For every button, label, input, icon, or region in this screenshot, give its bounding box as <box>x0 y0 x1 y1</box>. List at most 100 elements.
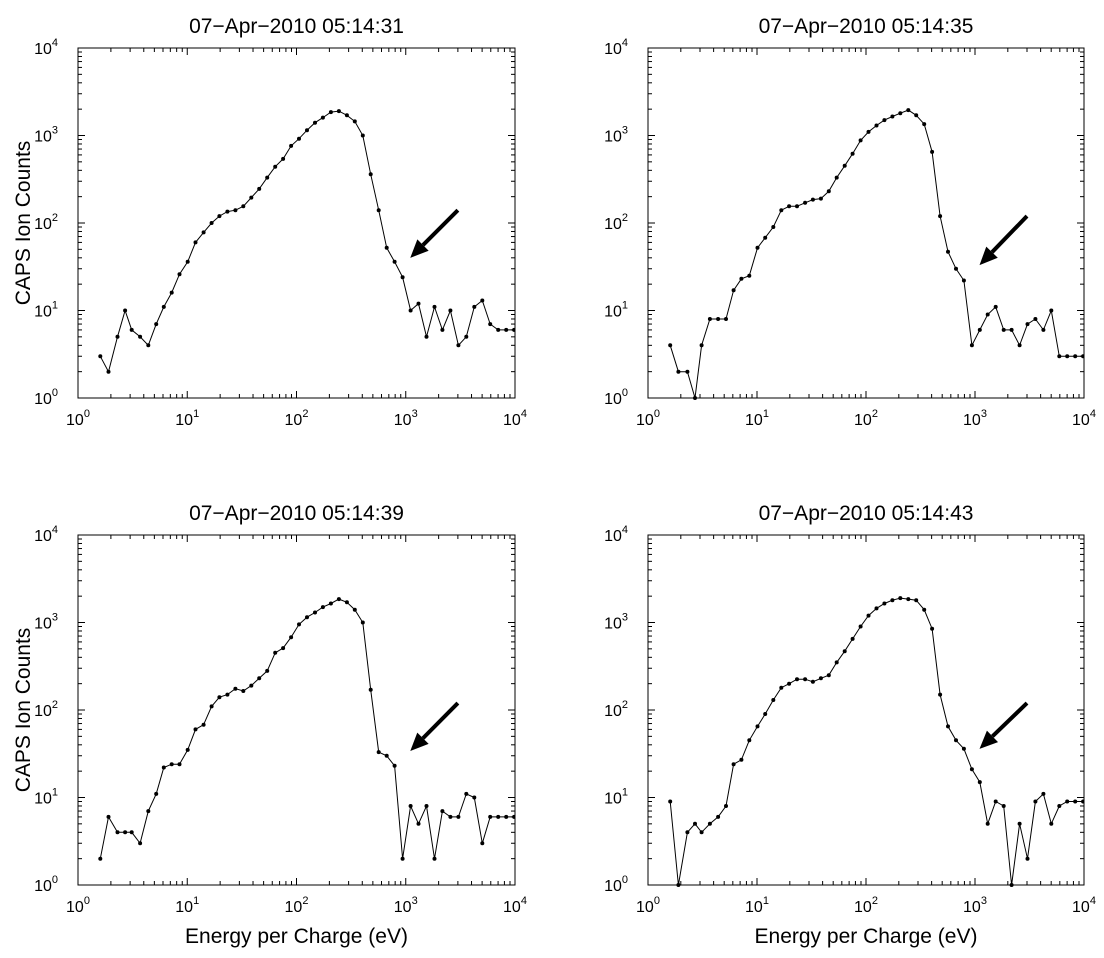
chart-title: 07−Apr−2010 05:14:43 <box>759 502 974 525</box>
y-tick-label: 101 <box>604 787 628 808</box>
x-tick-label: 101 <box>745 895 769 916</box>
arrow-shaft <box>421 701 460 740</box>
data-point <box>456 343 461 348</box>
arrow-head <box>410 732 429 751</box>
x-tick-label: 103 <box>394 408 418 429</box>
data-point <box>676 883 681 887</box>
data-point <box>866 613 871 618</box>
data-point <box>106 369 111 374</box>
data-point <box>193 240 198 245</box>
data-point <box>472 795 477 800</box>
x-tick-label: 102 <box>285 895 309 916</box>
data-point <box>1065 799 1070 804</box>
data-point <box>938 692 943 697</box>
data-point <box>906 597 911 602</box>
data-point <box>193 727 198 732</box>
data-point <box>512 814 515 819</box>
data-point <box>882 601 887 606</box>
data-point <box>400 856 405 861</box>
axis-ticks <box>77 48 515 399</box>
data-point <box>504 814 509 819</box>
data-point <box>496 327 501 332</box>
data-point <box>281 646 286 651</box>
data-point <box>233 686 238 691</box>
chart-panel-2: 100 101 102 103 104 100 101 102 103 104 07−Apr−201… <box>604 15 1096 429</box>
data-point <box>1009 327 1014 332</box>
data-point <box>1065 354 1070 359</box>
y-tick-label: 104 <box>34 37 58 58</box>
x-tick-label: 102 <box>854 895 878 916</box>
data-point <box>1081 354 1084 359</box>
data-point <box>930 149 935 154</box>
y-tick-label: 104 <box>34 524 58 545</box>
arrow-shaft <box>421 208 460 247</box>
axis-ticks <box>647 48 1084 399</box>
data-point <box>818 676 823 681</box>
data-point <box>504 327 509 332</box>
annotation-arrow <box>979 701 1029 749</box>
chart-panel-1: 100 101 102 103 104 100 101 102 103 104 07−Apr−201… <box>12 15 527 429</box>
data-point <box>480 841 485 846</box>
data-point <box>676 369 681 374</box>
data-point <box>352 607 357 612</box>
arrow-shaft <box>991 701 1029 738</box>
data-point <box>693 396 697 400</box>
y-tick-label: 102 <box>34 212 58 233</box>
x-tick-label: 104 <box>503 408 527 429</box>
data-point <box>842 163 847 168</box>
data-point <box>724 804 728 808</box>
data-point <box>890 114 895 119</box>
data-point <box>225 209 230 214</box>
data-point <box>424 334 429 339</box>
data-point <box>795 677 799 682</box>
data-point <box>241 204 246 209</box>
data-point <box>985 821 990 826</box>
axis-ticks <box>77 535 515 886</box>
data-point <box>123 830 128 835</box>
data-point <box>448 308 453 313</box>
chart-panel-3: 100 101 102 103 104 100 101 102 103 104 07−Apr−201… <box>12 502 527 948</box>
data-point <box>432 304 437 309</box>
data-point <box>668 343 673 348</box>
data-point <box>161 304 166 309</box>
data-point <box>185 259 190 264</box>
data-point <box>416 301 421 306</box>
data-point <box>1041 327 1046 332</box>
data-point <box>512 327 515 332</box>
annotation-arrow <box>979 214 1029 266</box>
data-point <box>1001 327 1006 332</box>
data-point <box>969 343 974 348</box>
data-point <box>440 809 445 814</box>
data-point <box>98 354 103 359</box>
data-point <box>922 607 927 612</box>
data-point <box>328 601 333 606</box>
data-point <box>1049 308 1054 313</box>
data-point <box>209 221 214 225</box>
data-point <box>716 814 721 819</box>
x-tick-label: 102 <box>854 408 878 429</box>
data-point <box>408 308 413 313</box>
data-point <box>201 230 206 235</box>
data-point <box>977 327 982 332</box>
y-tick-label: 103 <box>34 612 58 633</box>
data-point <box>376 750 381 755</box>
data-point <box>464 334 469 339</box>
data-point <box>834 660 839 665</box>
data-point <box>233 208 238 213</box>
data-point <box>771 698 776 702</box>
data-point <box>985 312 990 317</box>
data-series-1 <box>98 109 515 374</box>
data-point <box>707 317 712 321</box>
y-tick-label: 104 <box>604 524 628 545</box>
y-tick-label: 100 <box>34 874 58 895</box>
data-point <box>874 606 879 611</box>
data-point <box>249 195 254 200</box>
y-axis-label: CAPS Ion Counts <box>12 141 35 306</box>
axis-ticks <box>647 535 1084 886</box>
data-point <box>392 763 397 768</box>
y-tick-label: 102 <box>604 212 628 233</box>
data-series-1 <box>668 108 1084 400</box>
data-point <box>834 175 839 180</box>
data-point <box>488 814 493 819</box>
data-point <box>161 765 166 770</box>
